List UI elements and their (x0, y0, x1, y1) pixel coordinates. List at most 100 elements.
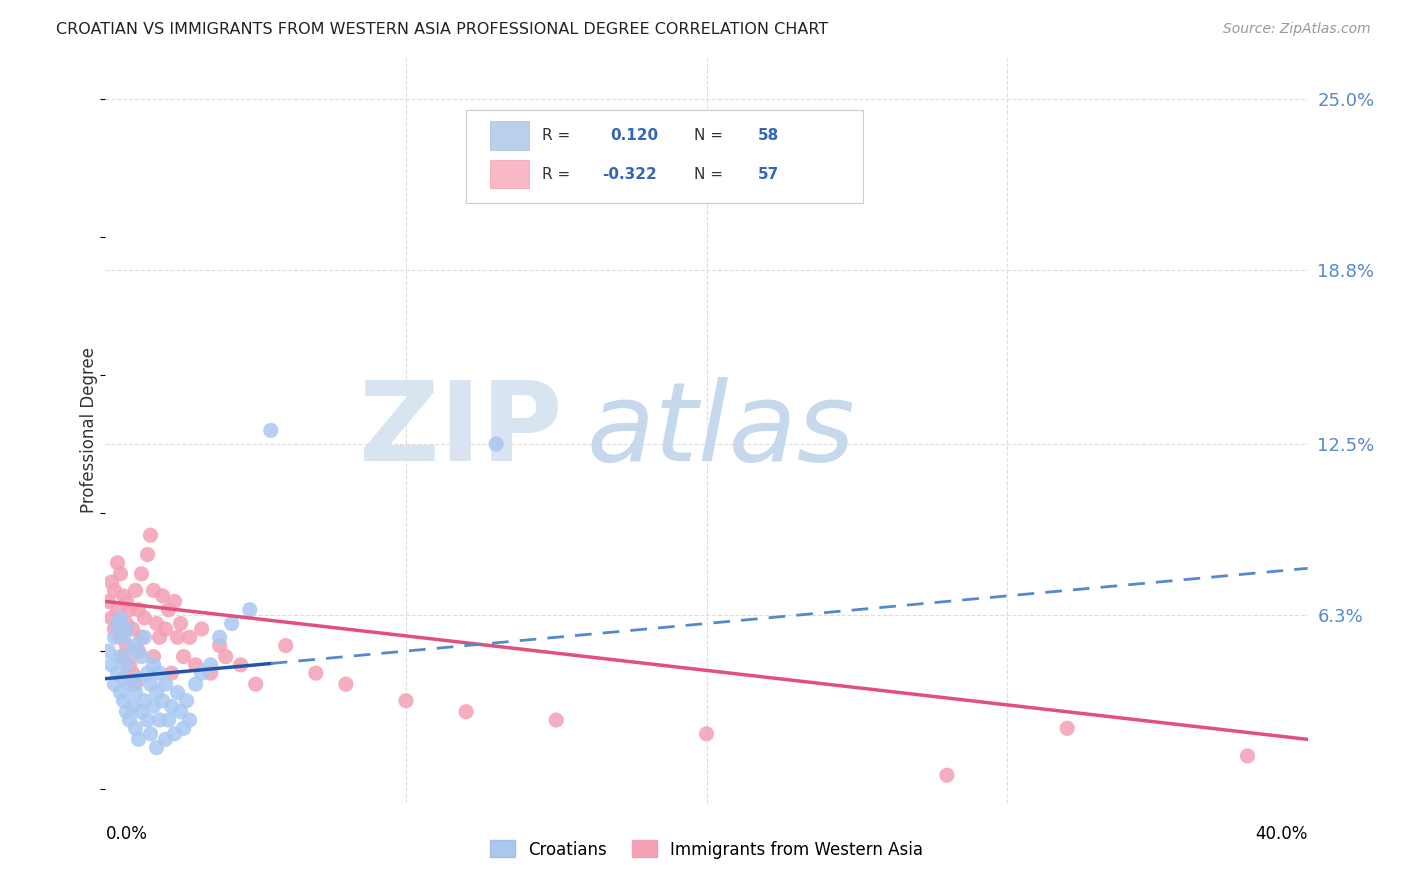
Point (485, 437, 508, 451)
Point (124, 639, 146, 653)
Point (118, 713, 141, 727)
Point (124, 721, 146, 735)
Point (221, 616, 243, 631)
Point (239, 603, 262, 617)
Bar (491, 160, 529, 188)
Point (121, 699, 143, 714)
Point (100, 575, 122, 590)
Point (134, 694, 156, 708)
Point (103, 630, 125, 644)
Point (160, 699, 183, 714)
Point (139, 528, 162, 542)
Point (166, 630, 188, 644)
Point (121, 622, 143, 636)
Point (1236, 748, 1258, 763)
Bar (491, 121, 529, 150)
Point (131, 705, 153, 719)
Point (142, 583, 165, 598)
Point (115, 639, 138, 653)
Point (115, 616, 138, 631)
Text: ZIP: ZIP (359, 377, 562, 483)
Point (274, 639, 297, 653)
Point (190, 622, 212, 636)
Point (142, 649, 165, 664)
Point (97, 644, 120, 658)
Point (176, 694, 198, 708)
Point (179, 713, 201, 727)
Point (157, 603, 180, 617)
Point (112, 694, 135, 708)
Point (696, 727, 718, 741)
Point (214, 649, 236, 664)
Point (131, 630, 153, 644)
Point (305, 666, 328, 681)
Point (157, 713, 180, 727)
Point (110, 611, 132, 625)
Point (1056, 721, 1078, 735)
Text: N =: N = (695, 128, 724, 143)
Point (124, 685, 146, 699)
Point (741, 180, 763, 194)
Point (155, 677, 177, 691)
Point (124, 583, 146, 598)
Point (148, 630, 170, 644)
Point (118, 603, 141, 617)
Point (145, 616, 167, 631)
Point (163, 727, 186, 741)
Point (136, 713, 159, 727)
Point (184, 677, 207, 691)
Point (142, 657, 165, 672)
Point (152, 694, 174, 708)
Point (112, 589, 135, 603)
Point (110, 685, 132, 699)
Point (118, 657, 141, 672)
Point (134, 630, 156, 644)
Point (454, 705, 477, 719)
Point (208, 639, 231, 653)
Point (128, 644, 150, 658)
Point (112, 649, 135, 664)
Point (110, 566, 132, 581)
Point (107, 556, 129, 570)
Point (97, 594, 120, 608)
Legend: Croatians, Immigrants from Western Asia: Croatians, Immigrants from Western Asia (484, 834, 929, 865)
Point (124, 677, 146, 691)
Text: R =: R = (541, 128, 569, 143)
Point (131, 566, 153, 581)
Point (190, 666, 212, 681)
Text: R =: R = (541, 167, 569, 182)
Point (166, 685, 188, 699)
Point (155, 622, 177, 636)
Point (139, 727, 162, 741)
Text: N =: N = (695, 167, 724, 182)
Point (110, 649, 132, 664)
Point (148, 666, 170, 681)
Text: CROATIAN VS IMMIGRANTS FROM WESTERN ASIA PROFESSIONAL DEGREE CORRELATION CHART: CROATIAN VS IMMIGRANTS FROM WESTERN ASIA… (56, 22, 828, 37)
Point (100, 611, 122, 625)
Point (103, 583, 125, 598)
Point (936, 768, 959, 782)
Point (145, 740, 167, 755)
Point (173, 721, 195, 735)
Point (115, 622, 138, 636)
Point (118, 677, 141, 691)
Point (136, 666, 159, 681)
Point (100, 657, 122, 672)
Text: 40.0%: 40.0% (1256, 825, 1308, 843)
Point (115, 657, 138, 672)
Point (152, 589, 174, 603)
Point (208, 630, 231, 644)
Text: -0.322: -0.322 (602, 167, 657, 182)
Point (546, 713, 568, 727)
Point (112, 672, 135, 686)
Point (136, 548, 159, 562)
Point (103, 622, 125, 636)
Point (169, 705, 191, 719)
Point (169, 616, 191, 631)
Point (245, 677, 267, 691)
Point (107, 616, 129, 631)
Point (173, 649, 195, 664)
Point (128, 603, 150, 617)
Point (395, 694, 418, 708)
Point (128, 672, 150, 686)
